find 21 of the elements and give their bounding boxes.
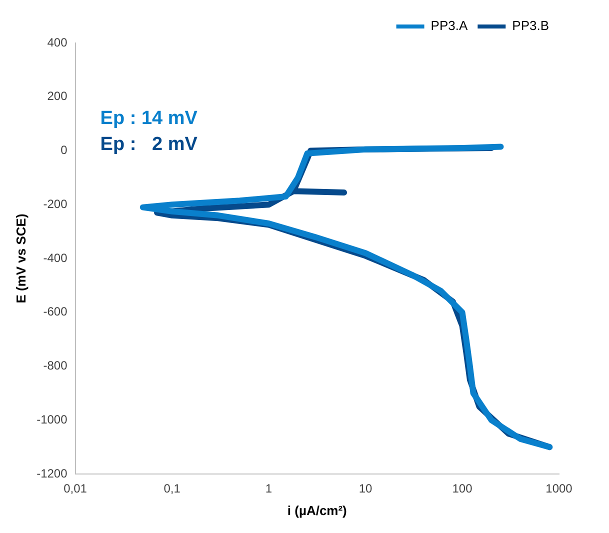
y-tick-label: -1000 <box>36 412 68 426</box>
y-tick-label: -800 <box>43 358 68 373</box>
x-tick-label: 10 <box>358 482 373 496</box>
x-tick-label: 100 <box>452 482 473 496</box>
legend-label: PP3.B <box>512 18 550 34</box>
x-tick-label: 0,01 <box>64 482 88 496</box>
y-tick-label: -400 <box>43 250 68 265</box>
legend-label: PP3.A <box>430 18 468 34</box>
x-tick-label: 0,1 <box>164 482 181 496</box>
annotation: Ep : 14 mV <box>100 108 198 130</box>
x-axis-title: i (µA/cm²) <box>287 502 347 518</box>
y-tick-label: 400 <box>47 35 68 50</box>
annotation: Ep : 2 mV <box>100 134 198 156</box>
y-tick-label: -200 <box>43 196 68 211</box>
y-tick-label: 0 <box>60 143 68 158</box>
x-tick-label: 1 <box>265 482 272 496</box>
y-axis-title: E (mV vs SCE) <box>13 214 28 304</box>
y-tick-label: -1200 <box>36 466 68 480</box>
x-tick-label: 1000 <box>546 482 573 496</box>
y-tick-label: 200 <box>47 89 68 104</box>
y-tick-label: -600 <box>43 304 68 319</box>
